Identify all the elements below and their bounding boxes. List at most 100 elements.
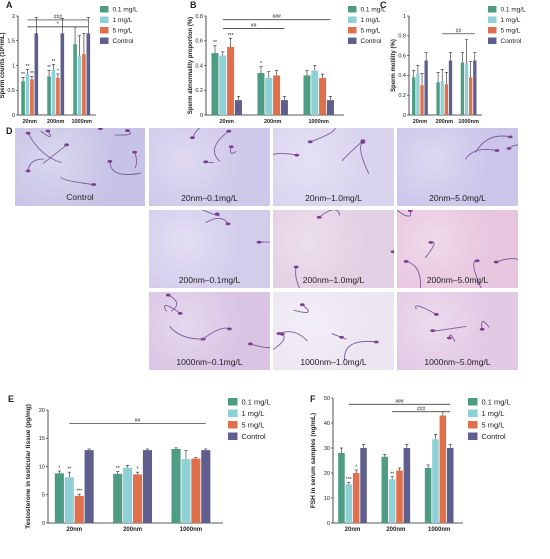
y-tick-label: 0.8 xyxy=(398,34,406,40)
bar xyxy=(412,77,416,115)
bar xyxy=(388,479,396,523)
y-tick-label: 1.5 xyxy=(7,39,15,45)
y-tick-label: 0.4 xyxy=(195,63,203,69)
bar xyxy=(171,448,181,523)
micrograph-caption: 200nm–0.1mg/L xyxy=(178,275,241,285)
bracket-label: ## xyxy=(135,418,141,424)
legend-swatch xyxy=(100,6,109,13)
x-tick-label: 20nm xyxy=(345,527,361,533)
sperm-head xyxy=(132,150,138,154)
significance-mark: * xyxy=(355,465,357,471)
sperm-tail xyxy=(192,128,201,138)
sperm-head xyxy=(294,153,300,157)
bar xyxy=(432,439,439,523)
sperm-head xyxy=(25,131,31,135)
legend-swatch xyxy=(488,37,497,44)
significance-mark: ** xyxy=(21,72,25,78)
sperm-head xyxy=(307,140,313,144)
panel-letter: E xyxy=(8,394,14,404)
bar xyxy=(403,448,411,523)
bar xyxy=(352,473,360,523)
legend-swatch xyxy=(468,409,478,417)
sperm-head xyxy=(125,129,130,132)
y-axis-label: Sperm abnormality proportion (%) xyxy=(188,17,194,114)
sperm-cells-drawing xyxy=(273,128,370,174)
sperm-head xyxy=(507,135,513,139)
bar xyxy=(201,450,211,523)
sperm-head xyxy=(316,215,322,219)
sperm-cells-drawing xyxy=(164,293,270,349)
x-tick-label: 20nm xyxy=(413,119,427,125)
legend-swatch xyxy=(100,16,109,23)
sperm-head xyxy=(248,342,253,346)
bar xyxy=(181,459,191,523)
sperm-tail xyxy=(278,331,308,342)
sperm-cells-drawing xyxy=(397,210,518,288)
bar xyxy=(60,33,65,116)
sperm-cells-drawing xyxy=(293,210,394,288)
legend-label: 1 mg/L xyxy=(113,17,133,24)
sperm-tail xyxy=(40,130,51,138)
sperm-tail xyxy=(134,151,137,169)
sperm-tail xyxy=(310,128,336,143)
sperm-tail xyxy=(293,304,309,313)
y-tick-label: 0 xyxy=(403,113,406,119)
sperm-tail xyxy=(98,128,101,129)
sperm-tail xyxy=(360,141,370,174)
legend-swatch xyxy=(488,16,497,23)
micrograph-image: 1000nm–0.1mg/L xyxy=(149,292,270,370)
bar xyxy=(84,450,94,523)
sperm-tail xyxy=(344,340,377,361)
panel-letter: B xyxy=(190,0,197,10)
legend-label: 5 mg/L xyxy=(361,28,381,35)
legend-swatch xyxy=(100,37,109,44)
sperm-tail xyxy=(27,158,44,171)
significance-mark: * xyxy=(57,68,59,74)
sperm-tail xyxy=(415,305,437,315)
legend-label: 0.1 mg/L xyxy=(113,7,139,14)
y-tick-label: 2 xyxy=(12,14,15,20)
sperm-tail xyxy=(481,321,490,330)
bracket-label: ### xyxy=(54,14,63,20)
legend-swatch xyxy=(228,432,238,440)
sperm-tail xyxy=(475,135,511,153)
bar xyxy=(219,55,227,115)
sperm-tail xyxy=(250,343,270,349)
legend-label: 0.1 mg/L xyxy=(482,398,511,407)
bar xyxy=(420,85,424,115)
sperm-head xyxy=(226,129,232,133)
sperm-head xyxy=(479,327,485,331)
legend-label: 5 mg/L xyxy=(482,421,505,430)
sperm-head xyxy=(493,260,499,264)
bracket-label: ## xyxy=(251,23,257,29)
bar xyxy=(444,84,449,115)
sperm-tail xyxy=(424,241,435,259)
x-tick-label: 20nm xyxy=(220,119,234,125)
y-tick-label: 0 xyxy=(200,113,203,119)
y-tick-label: 1 xyxy=(12,63,15,69)
bar xyxy=(54,473,64,523)
significance-mark: ** xyxy=(67,467,71,473)
sperm-tail xyxy=(164,305,181,314)
bar xyxy=(446,448,454,523)
sperm-head xyxy=(276,332,282,335)
significance-mark: ** xyxy=(390,471,394,477)
bar xyxy=(436,82,440,115)
significance-mark: *** xyxy=(228,33,234,39)
sperm-tail xyxy=(60,176,94,185)
sperm-head xyxy=(360,140,366,144)
significance-mark: * xyxy=(58,466,60,472)
legend-label: 5 mg/L xyxy=(501,28,521,35)
sperm-head xyxy=(506,147,512,150)
micrograph-caption: 1000nm–0.1mg/L xyxy=(176,357,243,367)
sperm-head xyxy=(390,250,394,254)
sperm-tail xyxy=(169,326,204,340)
bar xyxy=(448,60,453,115)
bracket-label: ## xyxy=(456,28,462,34)
bar xyxy=(311,70,319,115)
y-axis-label: Sperm motility (%) xyxy=(391,39,397,92)
y-axis-label: Sperm counts (10⁹/mL) xyxy=(0,33,6,99)
bar xyxy=(227,46,235,115)
legend-label: Control xyxy=(113,38,135,45)
